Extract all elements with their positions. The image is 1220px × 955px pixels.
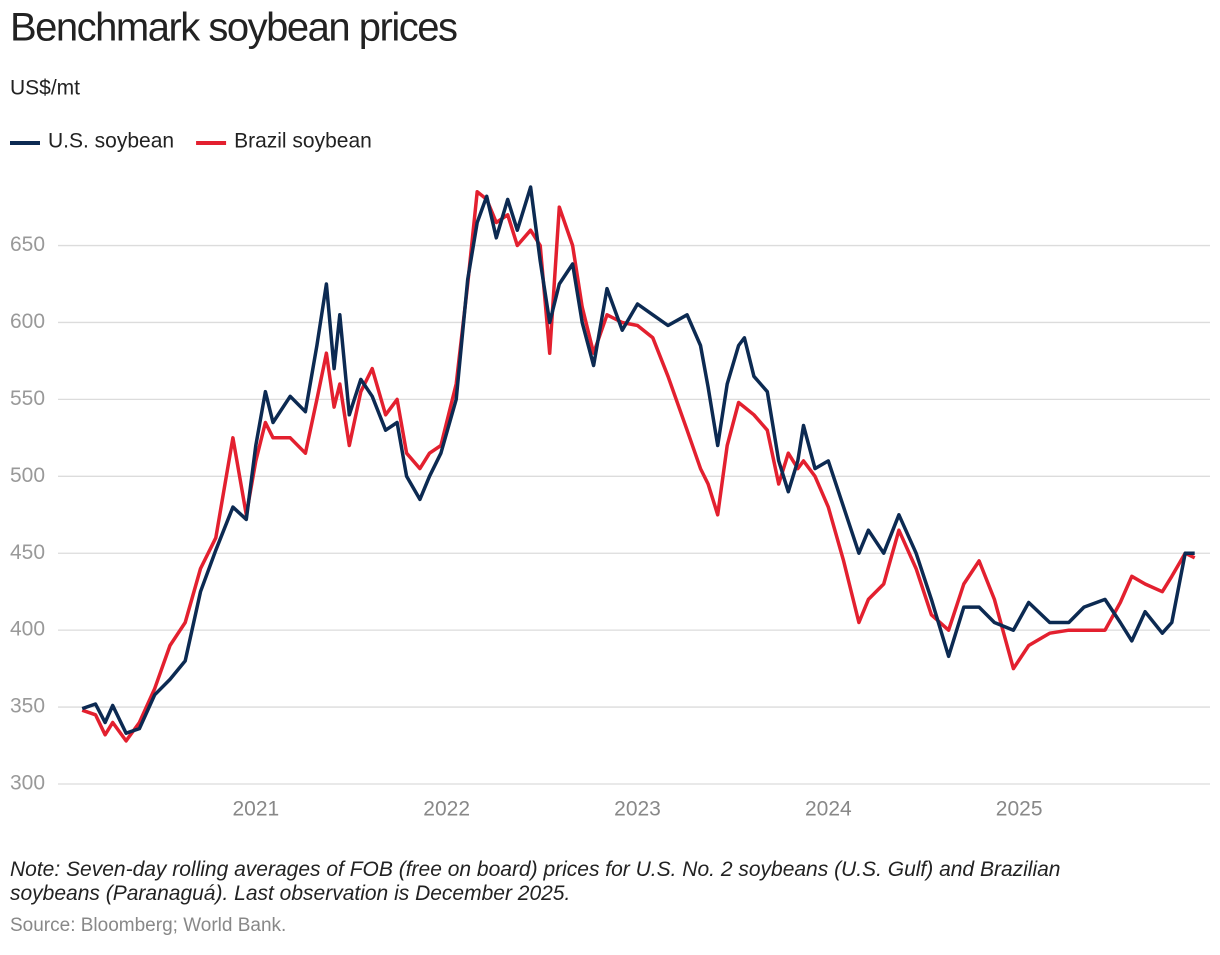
legend-label: Brazil soybean	[234, 130, 372, 153]
y-tick-label: 300	[10, 772, 45, 795]
series-line	[81, 189, 1196, 743]
y-tick-label: 450	[10, 541, 45, 564]
y-tick-label: 550	[10, 387, 45, 410]
series-line	[81, 185, 1195, 735]
y-tick-label: 600	[10, 310, 45, 333]
legend-label: U.S. soybean	[48, 130, 174, 153]
note: Note: Seven-day rolling averages of FOB …	[10, 858, 1060, 905]
y-tick-label: 500	[10, 464, 45, 487]
x-tick-label: 2023	[614, 798, 661, 821]
chart-subtitle: US$/mt	[10, 77, 80, 100]
source: Source: Bloomberg; World Bank.	[10, 915, 286, 936]
y-tick-label: 400	[10, 618, 45, 641]
x-tick-label: 2024	[805, 798, 852, 821]
y-tick-label: 350	[10, 695, 45, 718]
chart-title: Benchmark soybean prices	[10, 6, 457, 50]
x-tick-label: 2025	[996, 798, 1043, 821]
y-tick-label: 650	[10, 233, 45, 256]
x-tick-label: 2021	[232, 798, 279, 821]
x-tick-label: 2022	[423, 798, 470, 821]
